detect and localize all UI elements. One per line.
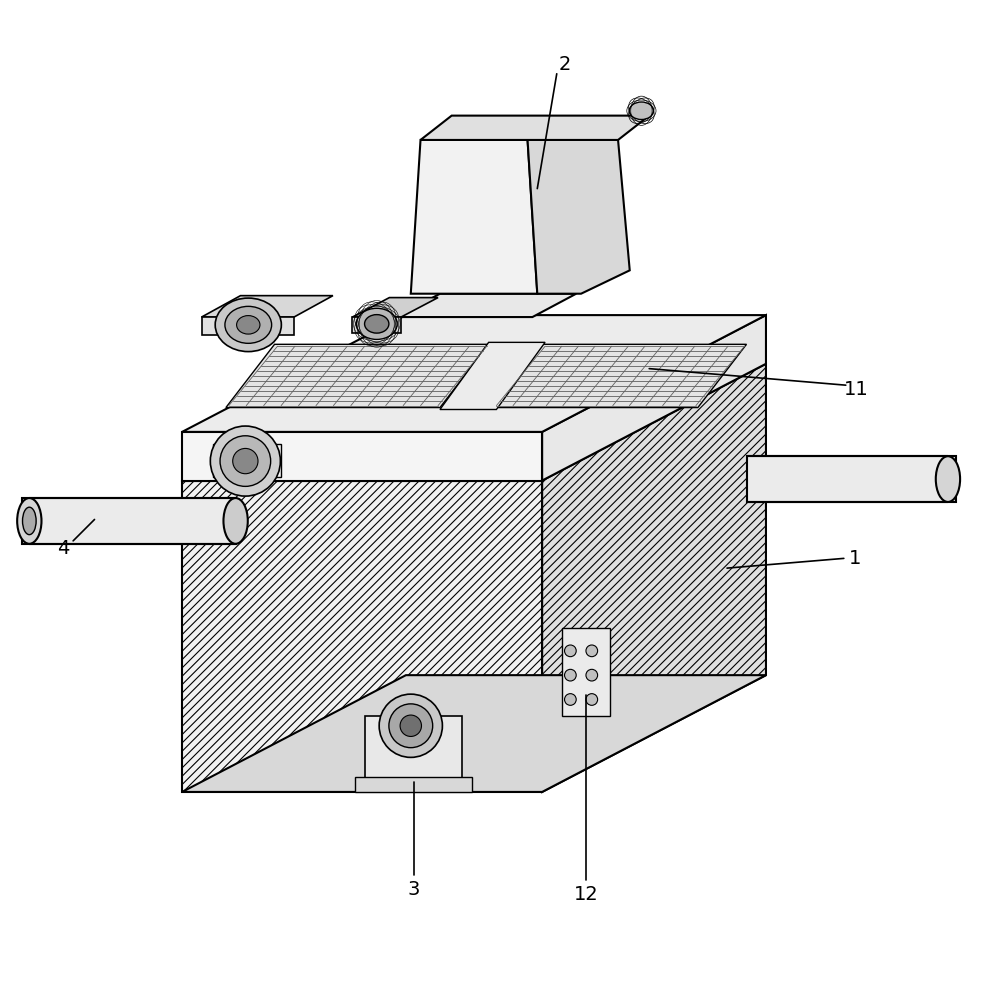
Polygon shape bbox=[541, 364, 765, 792]
Polygon shape bbox=[745, 456, 954, 502]
Polygon shape bbox=[395, 294, 576, 317]
Ellipse shape bbox=[629, 102, 653, 120]
Polygon shape bbox=[182, 315, 765, 432]
Ellipse shape bbox=[215, 298, 281, 352]
Polygon shape bbox=[410, 140, 536, 294]
Polygon shape bbox=[352, 298, 438, 317]
Polygon shape bbox=[201, 296, 332, 317]
Polygon shape bbox=[201, 317, 294, 335]
Polygon shape bbox=[528, 140, 629, 294]
Ellipse shape bbox=[586, 694, 597, 705]
Text: 4: 4 bbox=[57, 539, 69, 558]
Polygon shape bbox=[365, 716, 461, 782]
Ellipse shape bbox=[379, 694, 442, 757]
Ellipse shape bbox=[564, 669, 576, 681]
Text: 2: 2 bbox=[558, 55, 570, 74]
Ellipse shape bbox=[17, 498, 41, 544]
Ellipse shape bbox=[399, 715, 421, 736]
Ellipse shape bbox=[586, 645, 597, 657]
Ellipse shape bbox=[356, 308, 396, 339]
Text: 12: 12 bbox=[573, 885, 598, 904]
Polygon shape bbox=[182, 675, 765, 792]
Polygon shape bbox=[226, 344, 488, 408]
Polygon shape bbox=[22, 498, 236, 544]
Polygon shape bbox=[182, 432, 541, 481]
Ellipse shape bbox=[564, 694, 576, 705]
Ellipse shape bbox=[233, 448, 257, 474]
Polygon shape bbox=[182, 481, 541, 792]
Polygon shape bbox=[355, 777, 471, 792]
Ellipse shape bbox=[223, 498, 247, 544]
Text: 1: 1 bbox=[848, 549, 861, 568]
Text: 11: 11 bbox=[843, 380, 868, 399]
Ellipse shape bbox=[586, 669, 597, 681]
Ellipse shape bbox=[220, 436, 270, 486]
Ellipse shape bbox=[23, 507, 36, 535]
Ellipse shape bbox=[364, 315, 388, 333]
Ellipse shape bbox=[210, 426, 280, 496]
Ellipse shape bbox=[225, 306, 271, 343]
Ellipse shape bbox=[237, 316, 259, 334]
Ellipse shape bbox=[388, 704, 432, 748]
Polygon shape bbox=[541, 315, 765, 481]
Polygon shape bbox=[440, 342, 544, 410]
Polygon shape bbox=[352, 317, 400, 333]
Polygon shape bbox=[561, 628, 609, 716]
Ellipse shape bbox=[935, 456, 959, 502]
Polygon shape bbox=[493, 344, 745, 408]
Polygon shape bbox=[420, 116, 649, 140]
Text: 3: 3 bbox=[407, 880, 419, 899]
Ellipse shape bbox=[564, 645, 576, 657]
